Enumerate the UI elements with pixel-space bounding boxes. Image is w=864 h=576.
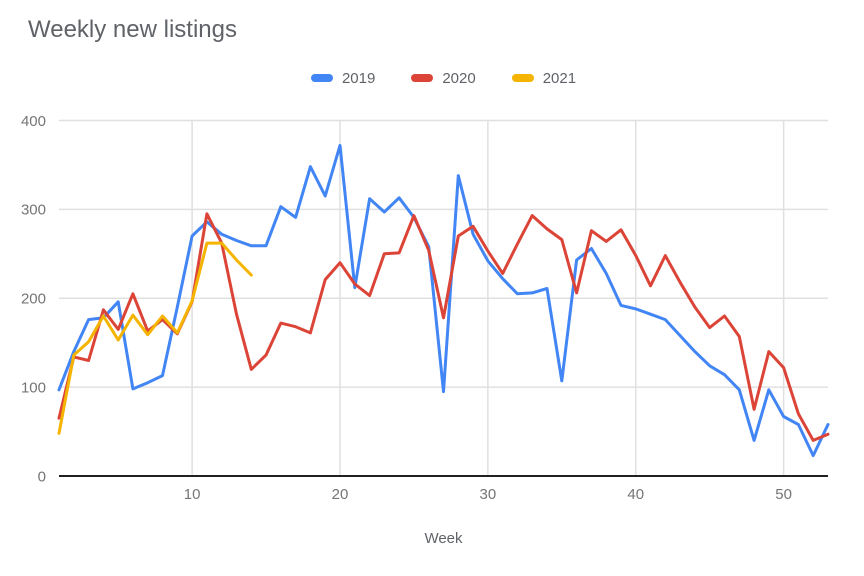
y-tick-label: 0 — [38, 468, 46, 485]
x-tick-label: 40 — [627, 486, 644, 503]
legend-item-2021: 2021 — [511, 69, 577, 87]
series-line-2019 — [57, 143, 830, 458]
legend-label-2019: 2019 — [341, 69, 376, 87]
chart-title: Weekly new listings — [28, 16, 237, 43]
y-tick-label: 100 — [21, 379, 46, 396]
legend-label-2020: 2020 — [442, 69, 476, 87]
legend-swatch-2021 — [511, 74, 534, 82]
chart-legend: 2019 2020 2021 — [59, 68, 828, 88]
legend-swatch-2020 — [411, 74, 434, 82]
series-line-2021 — [57, 241, 253, 435]
legend-label-2021: 2021 — [542, 69, 577, 87]
legend-swatch-2019 — [310, 74, 333, 82]
legend-item-2019: 2019 — [310, 69, 376, 87]
x-axis-title: Week — [424, 530, 463, 547]
y-tick-label: 300 — [21, 202, 46, 219]
y-tick-label: 200 — [21, 291, 46, 308]
x-tick-label: 30 — [480, 486, 497, 503]
x-tick-label: 20 — [332, 486, 349, 503]
x-tick-label: 10 — [184, 486, 201, 503]
x-tick-label: 50 — [775, 486, 792, 503]
legend-item-2020: 2020 — [411, 69, 476, 87]
y-tick-label: 400 — [21, 113, 46, 130]
